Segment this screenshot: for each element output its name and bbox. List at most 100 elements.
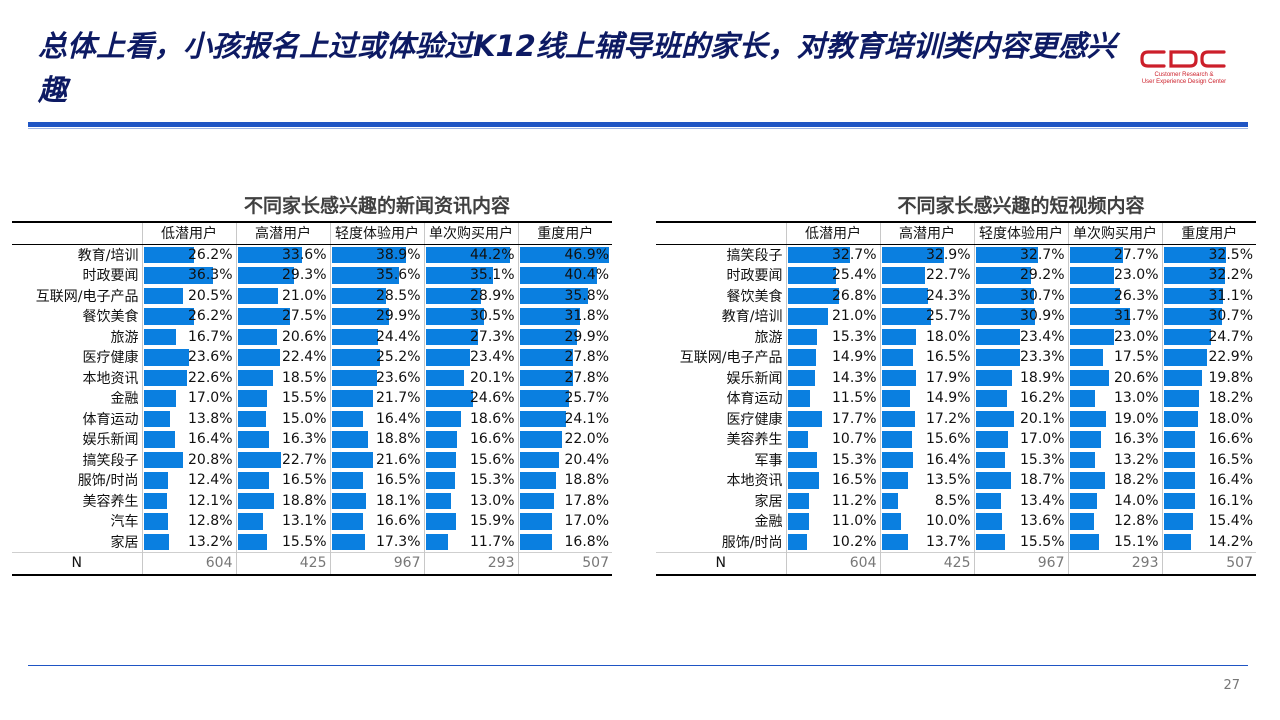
value-bar [1069,472,1105,489]
value-cell: 19.8% [1161,367,1256,388]
table-row: 娱乐新闻 16.4% 16.3% 18.8% 16.6% 22.0% [12,429,612,450]
value-cell: 22.0% [517,429,612,450]
sample-size-cell: 507 [517,552,612,575]
corner-cell [12,222,142,245]
value-cell: 16.4% [141,429,236,450]
value-cell: 16.4% [879,449,974,470]
value-bar [881,369,916,386]
value-bar [881,287,928,304]
row-label: 金融 [110,391,139,408]
value-bar [881,390,910,407]
value-bar [143,267,213,284]
value-label: 16.3% [282,431,327,447]
row-label: 教育/培训 [721,309,783,326]
value-cell: 13.6% [973,511,1068,532]
value-cell: 23.3% [973,347,1068,368]
value-bar [1069,492,1097,509]
value-bar [519,451,559,468]
value-label: 11.7% [470,533,515,550]
value-bar [425,451,456,468]
sample-size-value: 507 [582,555,609,571]
value-label: 20.1% [470,369,515,386]
value-bar [881,349,913,366]
value-bar [331,451,373,468]
value-label: 12.1% [188,492,233,509]
value-cell: 15.3% [423,470,518,491]
value-bar [787,472,819,489]
value-cell: 23.0% [1067,265,1162,286]
value-label: 15.4% [1208,513,1253,529]
value-label: 18.7% [1020,472,1065,488]
value-label: 20.8% [188,451,233,468]
value-label: 24.7% [1208,328,1253,345]
value-bar [975,328,1020,345]
value-bar [143,410,170,427]
value-bar [143,390,176,407]
value-label: 29.9% [376,308,421,324]
value-bar [425,390,473,407]
column-header: 单次购买用户 [1067,222,1162,245]
value-bar [1069,369,1109,386]
row-label: 本地资讯 [82,370,139,387]
value-label: 30.7% [1208,308,1253,324]
header-divider [28,122,1248,127]
row-label: 娱乐新闻 [726,370,783,387]
value-cell: 12.4% [141,470,236,491]
value-cell: 26.3% [1067,285,1162,306]
value-bar [787,308,828,325]
value-label: 15.5% [1020,533,1065,550]
value-bar [787,451,817,468]
value-bar [425,492,451,509]
value-cell: 18.0% [879,326,974,347]
sample-size-cell: 425 [235,552,330,575]
value-label: 16.4% [1208,472,1253,488]
row-label: 军事 [754,452,783,469]
value-label: 15.6% [926,431,971,447]
value-bar [975,349,1020,366]
value-bar [237,451,281,468]
value-label: 13.0% [1114,390,1159,406]
sample-size-value: 967 [1037,555,1065,571]
value-bar [519,410,566,427]
value-bar [237,472,269,489]
sample-size-cell: 293 [1067,552,1162,575]
value-cell: 16.3% [1067,429,1162,450]
table-row: 金融 11.0% 10.0% 13.6% 12.8% 15.4% [656,511,1256,532]
value-bar [787,349,816,366]
value-bar [331,328,378,345]
value-cell: 38.9% [329,244,424,265]
value-bar [519,513,552,530]
value-label: 32.7% [832,246,877,263]
value-label: 15.3% [470,472,515,488]
value-label: 13.2% [1114,451,1159,468]
value-bar [237,431,269,448]
value-label: 16.2% [1020,390,1065,406]
value-cell: 16.8% [517,531,612,553]
value-label: 16.7% [188,328,233,345]
value-cell: 25.2% [329,347,424,368]
row-label: 体育运动 [82,411,139,428]
value-label: 28.9% [470,287,515,304]
value-bar [425,328,478,345]
value-bar [1069,390,1095,407]
value-bar [425,349,470,366]
value-label: 17.7% [832,410,877,427]
value-bar [881,492,898,509]
value-cell: 16.1% [1161,490,1256,511]
value-label: 20.6% [1114,369,1159,386]
value-cell: 32.7% [973,244,1068,265]
value-label: 18.8% [282,492,327,509]
value-bar [143,328,176,345]
value-label: 11.5% [832,390,877,406]
value-label: 27.7% [1114,246,1159,263]
sample-size-row: N 604 425 967 293 507 [12,552,612,575]
table-row: 教育/培训 26.2% 33.6% 38.9% 44.2% 46.9% [12,244,612,265]
value-label: 22.0% [564,431,609,447]
row-label: 旅游 [754,329,783,346]
value-cell: 15.5% [973,531,1068,553]
value-bar [519,369,573,386]
value-cell: 18.1% [329,490,424,511]
value-bar [881,431,912,448]
value-bar [331,390,373,407]
value-bar [1163,349,1207,366]
